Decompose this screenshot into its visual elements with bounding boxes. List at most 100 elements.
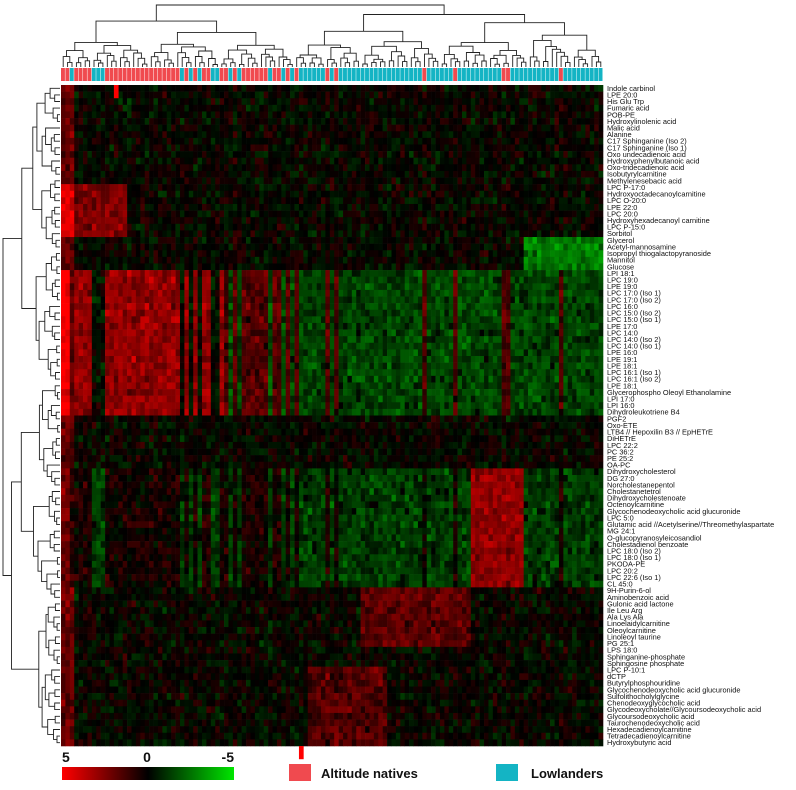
heatmap-cell [105, 118, 110, 125]
heatmap-cell [316, 322, 322, 330]
heatmap-cell [373, 250, 379, 258]
heatmap-cell [250, 177, 256, 185]
heatmap-cell [461, 223, 467, 231]
heatmap-cell [254, 144, 260, 152]
heatmap-cell [254, 276, 260, 284]
heatmap-cell [488, 164, 494, 172]
heatmap-cell [157, 303, 163, 311]
heatmap-cell [118, 250, 123, 258]
heatmap-cell [453, 98, 458, 106]
heatmap-cell [435, 124, 441, 132]
heatmap-cell [193, 111, 198, 119]
heatmap-cell [400, 151, 406, 159]
heatmap-cell [448, 98, 454, 106]
heatmap-cell [387, 124, 392, 132]
heatmap-cell [417, 190, 423, 198]
heatmap-cell [404, 263, 410, 271]
heatmap-cell [365, 151, 370, 159]
heatmap-cell [219, 85, 225, 92]
heatmap-cell [448, 243, 454, 251]
heatmap-cell [83, 223, 88, 231]
heatmap-cell [272, 164, 278, 172]
heatmap-cell [598, 256, 604, 264]
heatmap-cell [431, 217, 436, 225]
dendrogram-branch [410, 57, 419, 67]
heatmap-cell [484, 276, 489, 284]
heatmap-cell [237, 243, 242, 251]
heatmap-cell [519, 322, 524, 330]
heatmap-cell [492, 296, 498, 304]
heatmap-cell [175, 217, 181, 225]
heatmap-cell [563, 316, 569, 324]
heatmap-cell [510, 157, 516, 165]
heatmap-cell [404, 98, 410, 106]
heatmap-cell [61, 91, 66, 99]
heatmap-cell [563, 118, 569, 125]
heatmap-cell [439, 190, 445, 198]
heatmap-cell [303, 250, 309, 258]
heatmap-cell [268, 111, 273, 119]
heatmap-cell [329, 203, 335, 211]
heatmap-cell [65, 91, 71, 99]
heatmap-cell [127, 151, 132, 159]
heatmap-cell [501, 217, 507, 225]
heatmap-cell [373, 85, 379, 92]
heatmap-cell [572, 303, 577, 311]
heatmap-cell [228, 256, 234, 264]
heatmap-cell [113, 203, 119, 211]
heatmap-cell [162, 137, 168, 145]
heatmap-cell [272, 144, 278, 152]
heatmap-cell [457, 190, 463, 198]
heatmap-cell [202, 276, 207, 284]
heatmap-cell [431, 144, 436, 152]
heatmap-cell [334, 276, 339, 284]
dendrogram-branch [155, 4, 445, 22]
group-annotation-cell [65, 68, 70, 81]
heatmap-cell [298, 137, 304, 145]
heatmap-cell [492, 270, 498, 277]
heatmap-cell [589, 230, 595, 238]
heatmap-cell [417, 309, 423, 317]
heatmap-cell [448, 111, 454, 119]
heatmap-cell [572, 289, 577, 297]
heatmap-cell [488, 118, 494, 125]
heatmap-cell [417, 85, 423, 92]
heatmap-cell [576, 118, 582, 125]
heatmap-cell [109, 177, 115, 185]
heatmap-cell [113, 217, 119, 225]
heatmap-cell [162, 104, 168, 112]
heatmap-cell [118, 85, 123, 92]
heatmap-cell [413, 329, 419, 337]
heatmap-cell [387, 203, 392, 211]
heatmap-cell [466, 309, 472, 317]
group-annotation-cell [263, 68, 268, 81]
heatmap-cell [365, 322, 370, 330]
heatmap-cell [78, 250, 84, 258]
dendrogram-branch [252, 62, 258, 67]
heatmap-cell [74, 223, 79, 231]
heatmap-cell [246, 270, 251, 277]
heatmap-cell [365, 111, 370, 119]
heatmap-cell [338, 184, 344, 192]
heatmap-cell [153, 131, 159, 139]
heatmap-cell [589, 197, 595, 205]
heatmap-cell [461, 164, 467, 172]
heatmap-cell [290, 98, 295, 106]
heatmap-cell [461, 243, 467, 251]
heatmap-cell [572, 177, 577, 185]
heatmap-cell [281, 217, 287, 225]
heatmap-cell [157, 151, 163, 159]
heatmap-cell [157, 177, 163, 185]
heatmap-cell [237, 217, 242, 225]
heatmap-cell [140, 203, 146, 211]
heatmap-cell [61, 303, 66, 311]
heatmap-cell [461, 91, 467, 99]
heatmap-cell [312, 157, 317, 165]
heatmap-cell [118, 151, 123, 159]
heatmap-cell [594, 316, 599, 324]
heatmap-cell [417, 250, 423, 258]
heatmap-cell [329, 157, 335, 165]
heatmap-cell [175, 309, 181, 317]
heatmap-cell [558, 164, 564, 172]
heatmap-cell [404, 151, 410, 159]
